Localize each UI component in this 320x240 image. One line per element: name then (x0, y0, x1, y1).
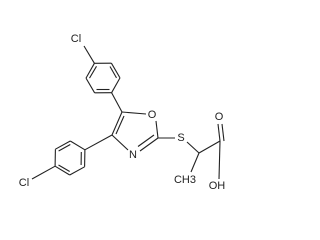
atom-label: Cl (71, 33, 81, 45)
structure: Cl Cl O N S O OH CH3 (19, 33, 226, 192)
bonds (31, 45, 225, 180)
atom-label: O (148, 109, 157, 121)
atom-label: S (177, 132, 184, 144)
atom-label: N (129, 149, 137, 161)
atom-label: Cl (19, 177, 29, 189)
atom-label: CH3 (174, 174, 196, 186)
atom-label: OH (209, 180, 226, 192)
atom-label: O (215, 111, 224, 123)
